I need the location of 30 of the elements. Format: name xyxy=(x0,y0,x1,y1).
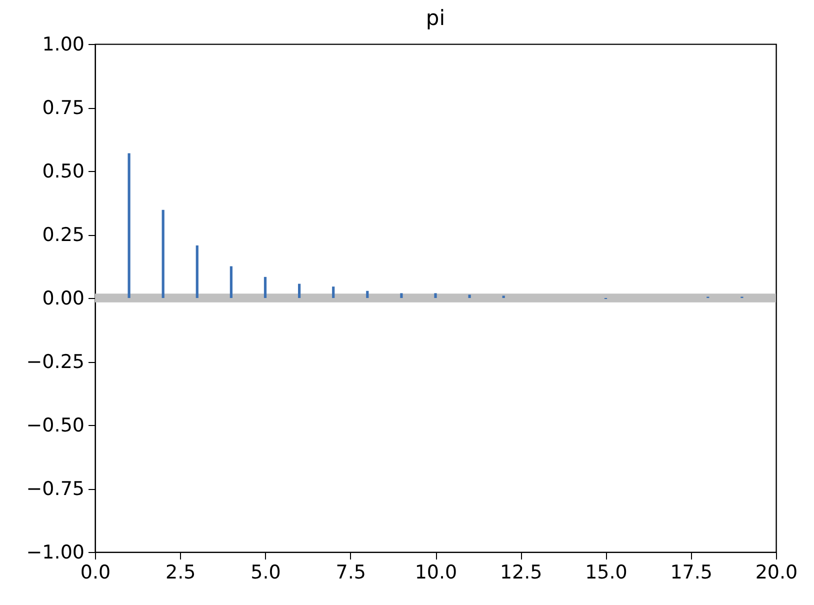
y-tick-label: −1.00 xyxy=(26,542,84,564)
x-tick-label: 5.0 xyxy=(250,562,281,584)
bar xyxy=(162,210,164,298)
x-tick-label: 7.5 xyxy=(336,562,366,584)
y-tick-label: 0.25 xyxy=(42,224,84,246)
x-tick-label: 15.0 xyxy=(585,562,628,584)
bar xyxy=(196,245,198,298)
x-tick-label: 2.5 xyxy=(166,562,196,584)
x-tick-label: 0.0 xyxy=(80,562,111,584)
bar xyxy=(434,293,437,298)
y-tick-label: −0.75 xyxy=(26,478,84,500)
bar xyxy=(366,290,369,298)
y-tick-label: −0.50 xyxy=(26,414,84,436)
bar xyxy=(400,293,403,298)
bar xyxy=(264,276,267,298)
y-tick-label: 0.00 xyxy=(42,288,84,310)
bar xyxy=(468,294,471,298)
x-tick-label: 10.0 xyxy=(414,562,458,584)
bar xyxy=(332,286,335,298)
bar xyxy=(298,284,301,298)
x-tick-label: 20.0 xyxy=(755,562,798,584)
x-tick-label: 12.5 xyxy=(500,562,542,584)
y-tick-label: 1.00 xyxy=(42,34,84,56)
y-tick-label: −0.25 xyxy=(26,351,84,373)
bar xyxy=(230,266,232,298)
chart-title: pi xyxy=(426,6,446,30)
y-tick-label: 0.75 xyxy=(42,97,84,119)
x-tick-label: 17.5 xyxy=(670,562,713,584)
y-tick-label: 0.50 xyxy=(42,160,84,182)
bar xyxy=(128,153,130,298)
